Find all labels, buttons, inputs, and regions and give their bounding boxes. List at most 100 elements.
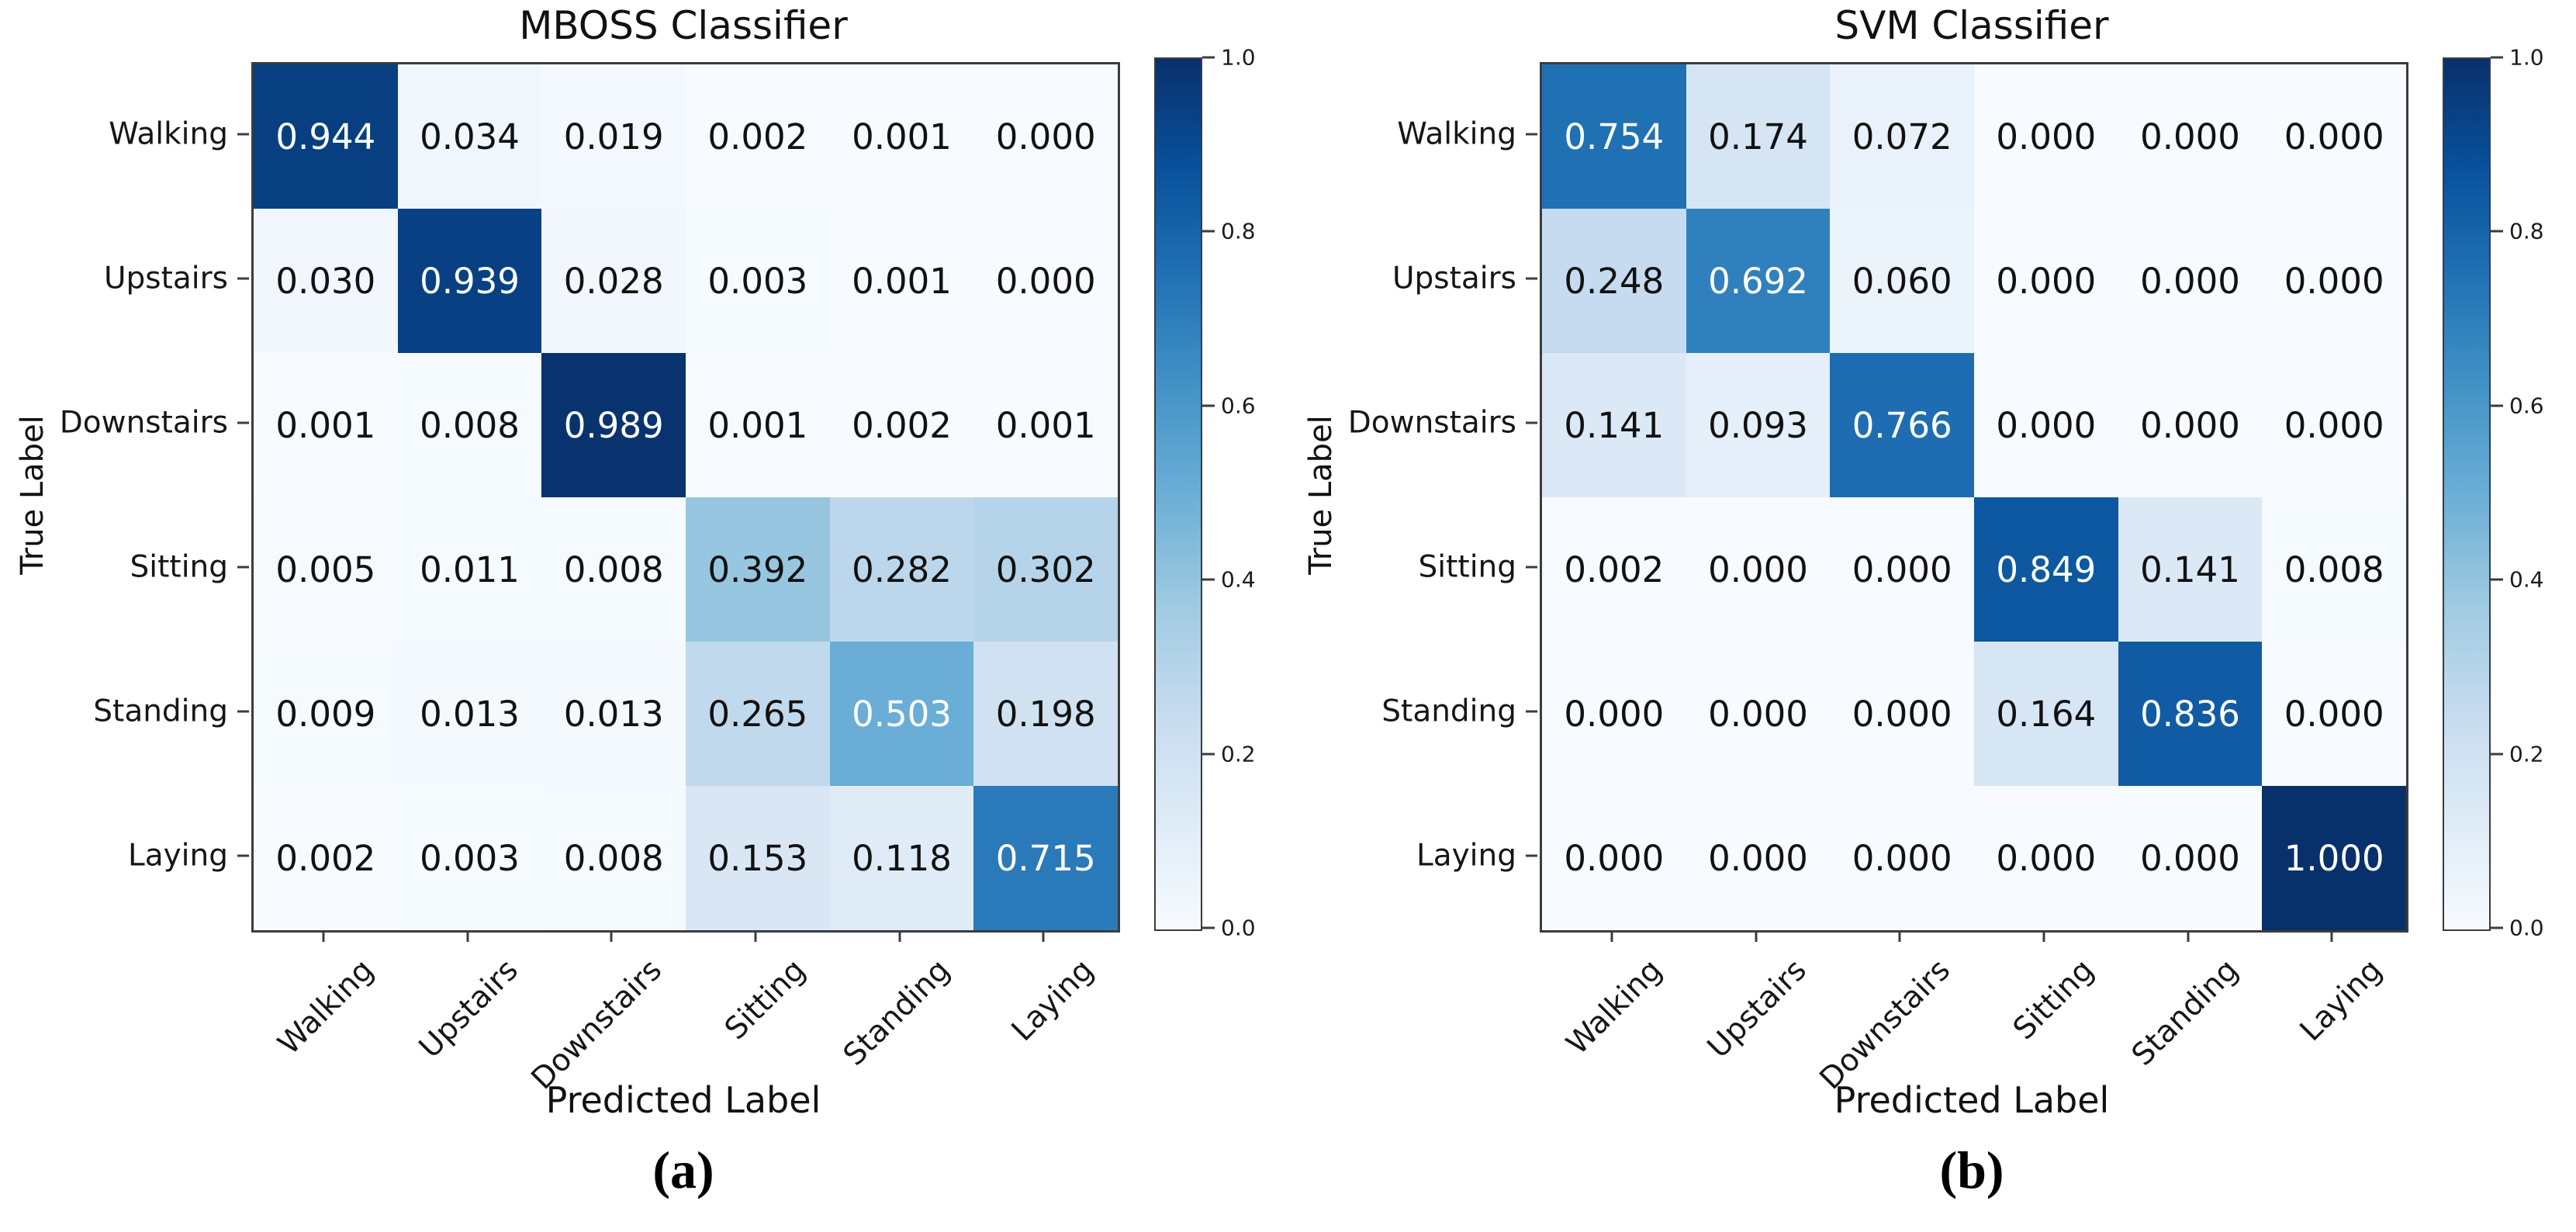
matrix-cell: 0.000 [1974,64,2118,209]
x-tick-label: Standing [2125,953,2246,1073]
matrix-cell: 0.000 [973,64,1118,209]
colorbar-tick [1202,230,1215,233]
y-tick [237,277,249,280]
y-tick-label: Standing [93,694,228,729]
matrix-cell: 0.198 [973,642,1118,786]
colorbar-tick-label: 0.0 [2509,915,2544,941]
matrix-cell: 0.153 [686,786,830,930]
matrix-cell: 0.849 [1974,497,2118,642]
x-tick-label: Sitting [718,953,813,1047]
matrix-cell: 0.265 [686,642,830,786]
x-tick [1042,930,1045,942]
x-tick-label: Sitting [2007,953,2101,1047]
matrix-cell: 0.939 [397,209,542,353]
matrix-cell: 0.002 [254,786,398,930]
matrix-cell: 0.141 [1542,353,1686,497]
x-tick-label: Walking [271,953,381,1062]
y-tick [1526,854,1537,857]
x-ticks [1540,930,2404,944]
chart-title: MBOSS Classifier [519,3,848,48]
x-tick-label: Laying [2293,953,2389,1049]
y-tick [237,710,249,713]
colorbar-tick [2491,404,2503,407]
colorbar-ticks: 1.0 0.8 0.6 0.4 0.2 0.0 [2491,45,2576,941]
matrix-cell: 0.072 [1830,64,1974,209]
colorbar-tick-label: 0.2 [1221,741,1256,767]
y-tick-label: Laying [127,838,228,874]
y-tick [237,566,249,569]
matrix-cell: 0.003 [397,786,542,930]
y-tick-label: Sitting [1418,549,1516,585]
y-tick-label: Downstairs [1347,405,1516,441]
y-tick-label: Walking [109,116,228,152]
colorbar-tick [1202,753,1215,756]
panel-svm-confusion-matrix: SVM Classifier True Label Walking Upstair… [1288,0,2576,1232]
matrix-cell: 0.000 [1686,642,1831,786]
matrix-cell: 0.011 [397,497,542,642]
colorbar-tick [2491,578,2503,581]
matrix-cell: 0.000 [2262,642,2406,786]
colorbar-tick-label: 0.2 [2509,741,2544,767]
colorbar [1154,57,1202,931]
matrix-cell: 0.013 [397,642,542,786]
matrix-cell: 0.000 [1542,642,1686,786]
y-tick-label: Downstairs [59,405,228,441]
x-tick-label: Laying [1004,953,1101,1049]
matrix-cell: 0.754 [1542,64,1686,209]
x-tick-labels: Walking Upstairs Downstairs Sitting Standing… [1540,943,2404,1096]
y-tick-labels: Walking Upstairs Downstairs Sitting Standing… [1288,62,1540,928]
matrix-cell: 0.302 [973,497,1118,642]
x-tick [1898,930,1901,942]
matrix-cell: 0.000 [2262,353,2406,497]
colorbar-tick-label: 1.0 [1221,44,1256,71]
x-axis-title: Predicted Label [1834,1079,2110,1121]
x-tick [754,930,757,942]
matrix-cell: 0.000 [1974,209,2118,353]
matrix-cell: 0.002 [829,353,974,497]
colorbar-tick [2491,56,2503,59]
matrix-cell: 0.000 [1830,497,1974,642]
y-tick-label: Laying [1416,838,1516,874]
y-tick [1526,566,1537,569]
x-tick [2042,930,2045,942]
x-tick [898,930,901,942]
y-tick [237,854,249,857]
y-tick [1526,710,1537,713]
colorbar [2443,57,2491,931]
matrix-cell: 0.034 [397,64,542,209]
colorbar-tick [1202,56,1215,59]
matrix-cell: 0.989 [541,353,686,497]
matrix-cell: 0.000 [2262,64,2406,209]
x-axis-title: Predicted Label [545,1079,821,1121]
matrix-cell: 0.503 [829,642,974,786]
matrix-cell: 0.008 [397,353,542,497]
y-tick [237,133,249,136]
heatmap-grid: 0.944 0.034 0.019 0.002 0.001 0.000 0.030 0.939… [251,62,1120,933]
matrix-cell: 0.000 [1830,642,1974,786]
matrix-cell: 1.000 [2262,786,2406,930]
matrix-cell: 0.000 [1830,786,1974,930]
matrix-cell: 0.005 [254,497,398,642]
matrix-cell: 0.002 [686,64,830,209]
matrix-cell: 0.001 [686,353,830,497]
colorbar-tick-label: 0.0 [1221,915,1256,941]
matrix-cell: 0.141 [2118,497,2263,642]
matrix-cell: 0.248 [1542,209,1686,353]
y-tick [1526,277,1537,280]
matrix-cell: 0.836 [2118,642,2263,786]
colorbar-gradient [2444,59,2489,929]
matrix-cell: 0.001 [829,209,974,353]
matrix-cell: 0.019 [541,64,686,209]
x-tick-label: Upstairs [412,953,525,1065]
matrix-cell: 0.944 [254,64,398,209]
colorbar-tick [1202,404,1215,407]
matrix-cell: 0.028 [541,209,686,353]
matrix-cell: 0.008 [541,786,686,930]
colorbar-tick [2491,230,2503,233]
matrix-cell: 0.008 [2262,497,2406,642]
colorbar-tick-label: 0.4 [2509,566,2544,593]
y-tick [1526,421,1537,424]
matrix-cell: 0.013 [541,642,686,786]
heatmap-grid: 0.754 0.174 0.072 0.000 0.000 0.000 0.248 0.692… [1540,62,2408,933]
chart-title: SVM Classifier [1834,3,2109,48]
